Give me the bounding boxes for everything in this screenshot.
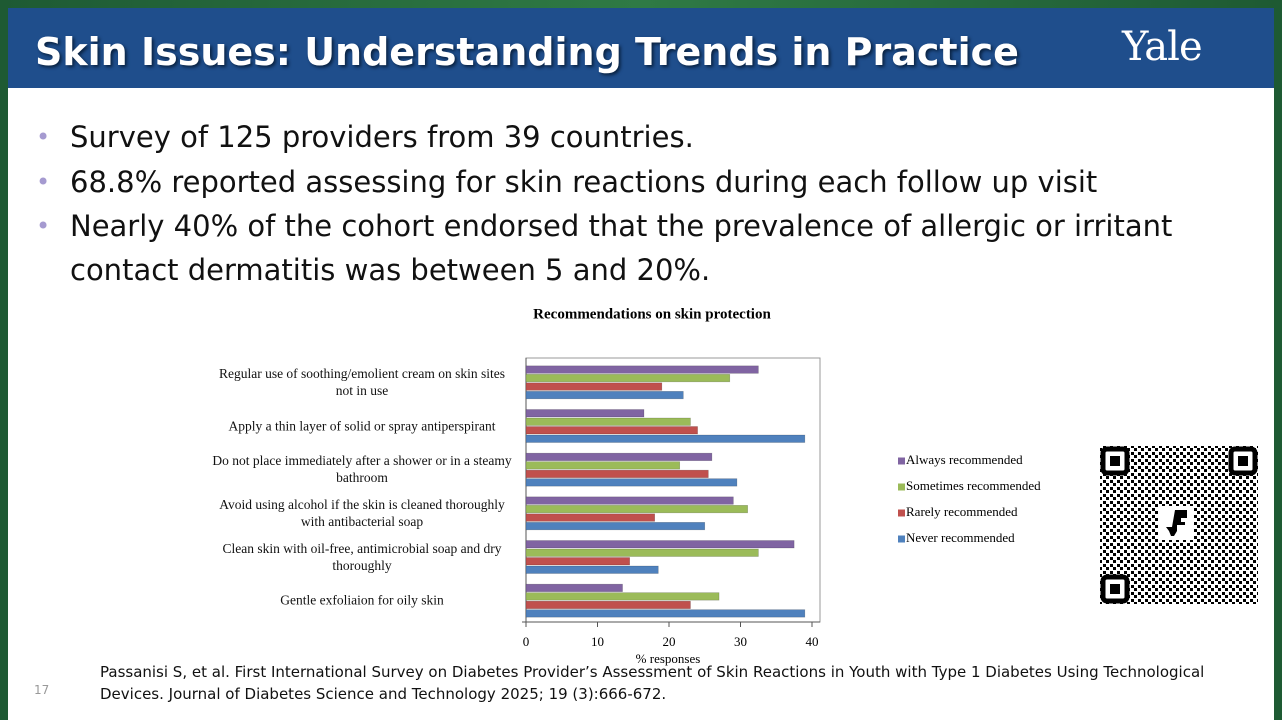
bar <box>525 461 681 470</box>
category-label: Apply a thin layer of solid or spray ant… <box>228 418 496 433</box>
bar <box>525 382 663 391</box>
bar <box>525 592 720 601</box>
header-bar <box>8 8 1274 88</box>
legend-label: Rarely recommended <box>906 504 1018 519</box>
legend-label: Sometimes recommended <box>906 478 1041 493</box>
bar <box>525 583 623 592</box>
slide-title: Skin Issues: Understanding Trends in Pra… <box>35 30 1019 74</box>
x-tick-label: 40 <box>806 634 819 649</box>
bar <box>525 409 645 418</box>
slide-number: 17 <box>34 683 50 697</box>
bar <box>525 478 738 487</box>
bar <box>525 426 698 435</box>
bar <box>525 600 691 609</box>
bar <box>525 609 806 618</box>
legend-swatch <box>898 483 905 491</box>
bar <box>525 557 630 566</box>
bar <box>525 548 759 557</box>
bar <box>525 365 759 374</box>
x-tick-label: 10 <box>591 634 604 649</box>
legend-label: Always recommended <box>906 452 1023 467</box>
bullet: Nearly 40% of the cohort endorsed that t… <box>36 204 1230 292</box>
bullet: Survey of 125 providers from 39 countrie… <box>36 115 1230 159</box>
x-axis-label: % responses <box>636 651 701 666</box>
chart-title: Recommendations on skin protection <box>533 306 771 322</box>
category-label: Clean skin with oil-free, antimicrobial … <box>222 540 502 573</box>
legend-swatch <box>898 509 905 517</box>
bar <box>525 391 684 400</box>
bar <box>525 565 659 574</box>
category-label: Regular use of soothing/emolient cream o… <box>218 365 506 398</box>
legend-swatch <box>898 457 905 465</box>
x-tick-label: 30 <box>734 634 747 649</box>
bar <box>525 522 706 531</box>
bullet: 68.8% reported assessing for skin reacti… <box>36 160 1230 204</box>
bar <box>525 374 731 383</box>
bar <box>525 496 734 505</box>
bar <box>525 469 709 478</box>
legend-label: Never recommended <box>906 530 1015 545</box>
bar <box>525 505 748 514</box>
bar <box>525 452 713 461</box>
x-tick-label: 20 <box>663 634 676 649</box>
bar <box>525 513 655 522</box>
qr-code <box>1100 446 1258 604</box>
category-label: Gentle exfoliaion for oily skin <box>280 592 444 608</box>
legend-swatch <box>898 535 905 543</box>
category-label: Avoid using alcohol if the skin is clean… <box>219 496 505 529</box>
bar <box>525 540 795 549</box>
x-tick-label: 0 <box>523 634 530 649</box>
logo: Yale <box>1122 24 1203 70</box>
bar <box>525 417 691 426</box>
category-label: Do not place immediately after a shower … <box>212 453 512 486</box>
bar <box>525 434 806 443</box>
citation: Passanisi S, et al. First International … <box>100 663 1205 703</box>
